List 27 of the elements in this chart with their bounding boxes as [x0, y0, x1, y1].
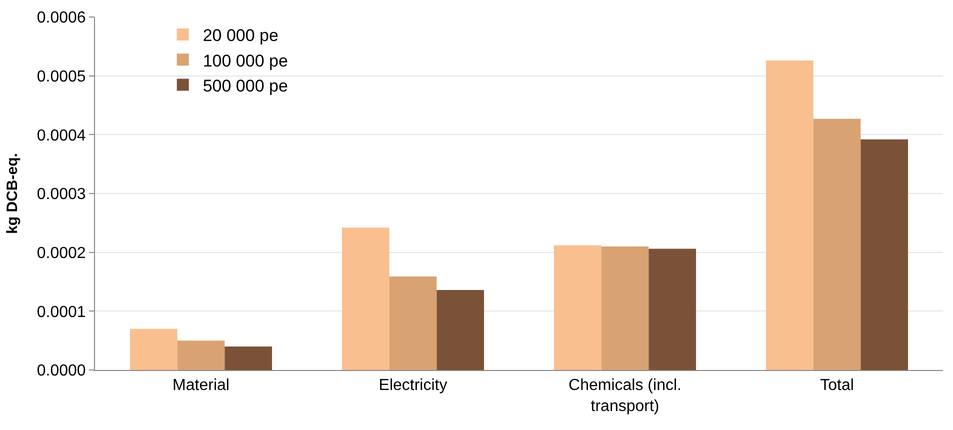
x-tick-label: Total	[820, 377, 854, 394]
x-tick-label: Material	[172, 377, 230, 394]
y-tick-label: 0.0005	[36, 68, 86, 86]
bar	[436, 290, 484, 370]
x-tick-label: Chemicals (incl. transport)	[568, 377, 682, 415]
y-tick-label: 0.0003	[36, 186, 86, 204]
bar	[342, 228, 390, 370]
y-axis-title: kg DCB-eq.	[4, 153, 22, 234]
y-tick-label: 0.0004	[36, 127, 86, 144]
bar	[389, 276, 437, 370]
bar	[813, 118, 861, 370]
bar	[177, 340, 225, 370]
bar	[130, 328, 178, 370]
bar	[766, 60, 814, 370]
legend-label: 500 000 pe	[202, 76, 288, 96]
bar	[224, 346, 272, 370]
y-tick-label: 0.0000	[36, 362, 86, 380]
bar	[860, 139, 908, 370]
bar	[648, 248, 696, 370]
bar	[601, 246, 649, 370]
bar	[554, 245, 602, 370]
legend-label: 20 000 pe	[202, 26, 278, 46]
y-tick-label: 0.0001	[36, 304, 86, 321]
y-tick-label: 0.0002	[36, 244, 86, 262]
x-tick-label: Electricity	[378, 377, 448, 394]
legend-label: 100 000 pe	[202, 51, 288, 70]
y-tick-label: 0.0006	[36, 10, 86, 27]
